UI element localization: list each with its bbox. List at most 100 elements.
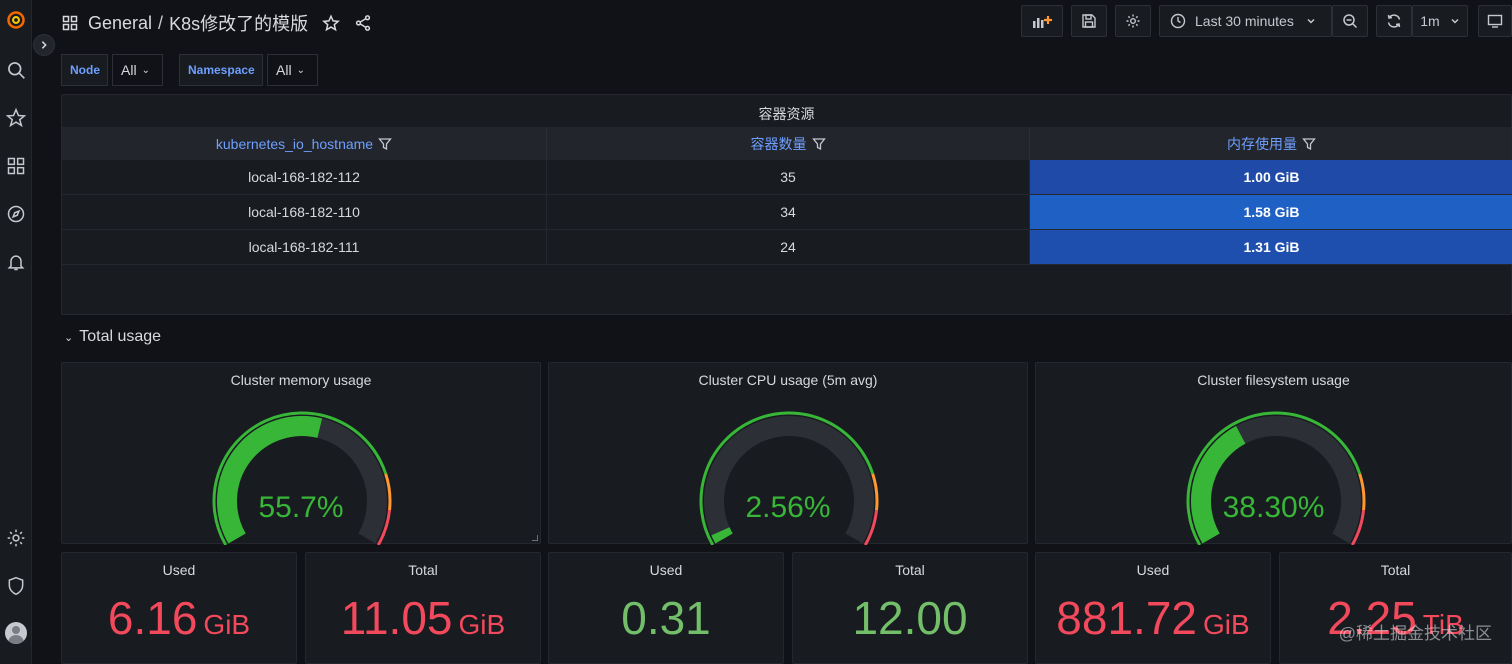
dashboard-settings-button[interactable]: [1115, 5, 1151, 37]
grafana-logo-icon[interactable]: [4, 8, 28, 32]
variable-label-node: Node: [61, 54, 108, 86]
refresh-dashboard-button[interactable]: [1376, 5, 1412, 37]
gauge-panel-filesystem: Cluster filesystem usage 38.30%: [1035, 362, 1512, 545]
column-header-memory-usage[interactable]: 内存使用量: [1030, 127, 1512, 160]
add-panel-icon: [1033, 16, 1052, 28]
refresh-interval-picker[interactable]: 1m: [1412, 5, 1468, 37]
monitor-icon: [1487, 14, 1503, 28]
panel-title[interactable]: 容器资源: [758, 106, 815, 122]
zoom-out-time-button[interactable]: [1332, 5, 1368, 37]
panel-resize-handle[interactable]: [532, 535, 538, 541]
table-row: local-168-182-112 35 1.00 GiB: [62, 160, 1512, 195]
panel-title[interactable]: Cluster memory usage: [230, 372, 372, 388]
view-mode-button[interactable]: [1478, 5, 1512, 37]
add-panel-button[interactable]: [1021, 5, 1063, 37]
gauge-threshold-band: [863, 510, 879, 545]
cell-container-count: 34: [547, 195, 1030, 229]
configuration-gear-icon[interactable]: [4, 526, 28, 550]
cell-hostname: local-168-182-112: [62, 160, 547, 194]
cell-hostname: local-168-182-111: [62, 230, 547, 264]
explore-icon[interactable]: [4, 202, 28, 226]
panel-title[interactable]: Total: [1380, 562, 1411, 578]
gauge-threshold-band: [871, 473, 879, 511]
stat-value: 6.16 GiB: [62, 591, 296, 645]
column-header-label: kubernetes_io_hostname: [215, 135, 374, 152]
variable-value-namespace: All: [276, 62, 292, 78]
column-header-hostname[interactable]: kubernetes_io_hostname: [62, 127, 547, 160]
gauge-chart: [212, 411, 392, 545]
column-header-label: 容器数量: [750, 135, 807, 152]
panel-title[interactable]: Used: [649, 562, 683, 578]
cell-memory-usage: 1.00 GiB: [1030, 160, 1512, 194]
refresh-icon: [1387, 14, 1401, 28]
variable-select-node[interactable]: All ⌄: [112, 54, 163, 86]
cell-memory-usage: 1.31 GiB: [1030, 230, 1512, 264]
stat-panel-cpu-total: Total 12.00: [792, 552, 1028, 664]
stat-panel-filesystem-total: Total 2.25 TiB: [1279, 552, 1512, 664]
user-avatar[interactable]: [5, 622, 27, 644]
row-title: Total usage: [79, 328, 162, 345]
clock-icon: [1170, 13, 1186, 29]
gauge-value-arc: [711, 527, 733, 544]
stat-panel-cpu-used: Used 0.31: [548, 552, 784, 664]
filter-icon[interactable]: [1302, 137, 1316, 151]
dashboard-grid-icon: [62, 15, 78, 31]
panel-title[interactable]: Cluster CPU usage (5m avg): [698, 372, 878, 388]
zoom-out-icon: [1343, 14, 1358, 29]
alerting-bell-icon[interactable]: [4, 250, 28, 274]
breadcrumb-folder[interactable]: General: [88, 12, 153, 33]
dashboards-icon[interactable]: [4, 154, 28, 178]
save-dashboard-button[interactable]: [1071, 5, 1107, 37]
stat-unit: TiB: [1422, 609, 1464, 640]
cell-container-count: 24: [547, 230, 1030, 264]
chevron-right-icon: [41, 41, 47, 49]
cell-memory-usage: 1.58 GiB: [1030, 195, 1512, 229]
starred-icon[interactable]: [4, 106, 28, 130]
search-icon[interactable]: [4, 58, 28, 82]
gauge-value: 2.56%: [745, 491, 831, 524]
stat-value: 11.05 GiB: [306, 591, 540, 645]
filter-icon[interactable]: [378, 137, 392, 151]
panel-title[interactable]: Total: [408, 562, 438, 578]
stat-panel-filesystem-used: Used 881.72 GiB: [1035, 552, 1271, 664]
server-admin-shield-icon[interactable]: [4, 574, 28, 598]
stat-number: 2.25: [1327, 592, 1417, 644]
cell-hostname: local-168-182-110: [62, 195, 547, 229]
chevron-down-icon: ⌄: [296, 64, 305, 76]
mark-favorite-star-icon[interactable]: [322, 14, 341, 32]
stat-value: 881.72 GiB: [1036, 591, 1270, 645]
stat-panel-memory-total: Total 11.05 GiB: [305, 552, 541, 664]
stat-value: 12.00: [793, 591, 1027, 645]
gauge-panel-cpu: Cluster CPU usage (5m avg) 2.56%: [548, 362, 1028, 545]
stat-number: 0.31: [621, 592, 711, 644]
gauge-chart: [1186, 411, 1366, 545]
stat-panel-memory-used: Used 6.16 GiB: [61, 552, 297, 664]
sidebar-expand-button[interactable]: [33, 34, 55, 56]
gauge-threshold-band: [1358, 473, 1366, 511]
variable-select-namespace[interactable]: All ⌄: [267, 54, 318, 86]
gauge-panel-memory: Cluster memory usage 55.7%: [61, 362, 541, 545]
gauge-value: 38.30%: [1222, 491, 1325, 524]
share-icon[interactable]: [354, 14, 372, 32]
gauge-value: 55.7%: [258, 491, 344, 524]
time-range-label: Last 30 minutes: [1195, 13, 1294, 29]
time-range-picker[interactable]: Last 30 minutes: [1159, 5, 1332, 37]
chevron-down-icon: [1451, 18, 1459, 24]
chevron-down-icon: ⌄: [141, 64, 150, 76]
panel-title[interactable]: Cluster filesystem usage: [1197, 372, 1350, 388]
gauge-threshold-band: [212, 411, 388, 545]
column-header-container-count[interactable]: 容器数量: [547, 127, 1030, 160]
stat-unit: GiB: [1203, 609, 1250, 640]
dashboard-title[interactable]: K8s修改了的模版: [169, 14, 309, 34]
panel-title[interactable]: Total: [895, 562, 925, 578]
stat-number: 881.72: [1056, 592, 1197, 644]
filter-icon[interactable]: [811, 137, 826, 151]
breadcrumb: General / K8s修改了的模版: [62, 10, 372, 36]
gauge-threshold-band: [699, 411, 875, 545]
gauge-threshold-band: [1350, 510, 1366, 545]
stat-value: 2.25 TiB: [1280, 591, 1511, 645]
row-collapse-toggle-total-usage[interactable]: ⌄ Total usage: [64, 328, 161, 346]
sidebar: [0, 0, 32, 664]
panel-title[interactable]: Used: [1136, 562, 1170, 578]
panel-title[interactable]: Used: [162, 562, 196, 578]
